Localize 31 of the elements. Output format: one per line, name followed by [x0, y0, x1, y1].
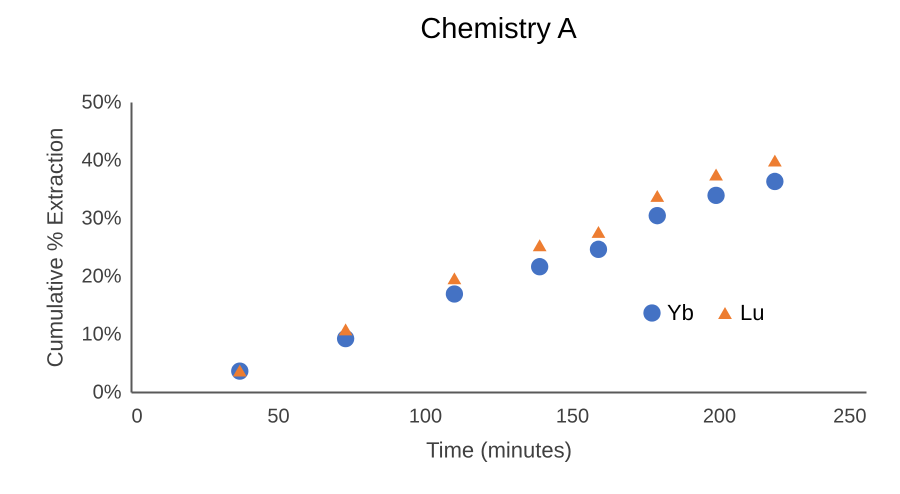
point: [590, 240, 608, 258]
point: [446, 285, 464, 303]
legend-label: Lu: [740, 300, 764, 325]
point: [532, 239, 547, 252]
point: [648, 207, 666, 224]
x-tick-label: 150: [556, 406, 590, 428]
point: [768, 154, 782, 167]
point: [707, 186, 725, 204]
point: [232, 364, 247, 377]
point: [531, 258, 548, 276]
x-axis-title: Time (minutes): [426, 438, 572, 462]
point: [338, 323, 353, 336]
y-tick-label: 0%: [92, 382, 122, 404]
chart-title: Chemistry A: [420, 13, 578, 45]
y-tick-label: 50%: [81, 92, 122, 114]
point: [709, 168, 723, 180]
x-tick-label: 50: [267, 406, 290, 428]
point: [448, 272, 462, 284]
y-tick-label: 30%: [81, 208, 122, 230]
legend-label: Yb: [667, 300, 694, 325]
y-tick-label: 20%: [81, 266, 122, 288]
x-tick-label: 200: [702, 406, 736, 428]
point: [650, 190, 664, 202]
y-tick-label: 40%: [81, 150, 122, 172]
y-tick-label: 10%: [81, 324, 122, 346]
point: [592, 226, 606, 238]
x-tick-label: 100: [408, 406, 442, 428]
x-tick-label: 250: [833, 406, 866, 428]
point: [766, 172, 784, 190]
x-tick-label: 0: [132, 406, 143, 428]
y-axis-title: Cumulative % Extraction: [42, 128, 68, 368]
